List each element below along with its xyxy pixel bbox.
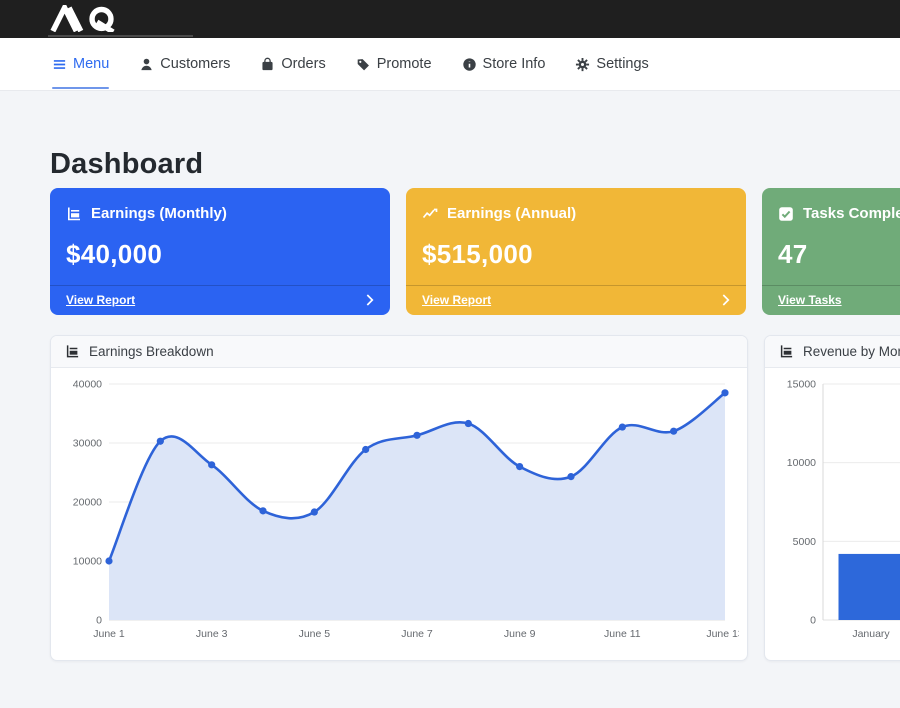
nav-item-customers[interactable]: Customers <box>139 38 230 90</box>
svg-text:June 9: June 9 <box>504 628 536 640</box>
bar-chart-svg: 0 5000 10000 15000 January <box>787 379 900 640</box>
view-tasks-link[interactable]: View Tasks <box>778 293 842 307</box>
svg-text:15000: 15000 <box>787 379 816 391</box>
nav-item-label: Menu <box>73 56 110 72</box>
main-nav: Menu Customers Orders Promote Store Info <box>0 38 900 91</box>
gear-icon <box>576 57 590 71</box>
bag-icon <box>262 57 273 70</box>
card-value: $40,000 <box>66 239 163 269</box>
topbar-divider <box>48 35 193 37</box>
line-chart-svg: 0 10000 20000 30000 40000 June 1 June 3 June 5 J… <box>73 379 739 641</box>
nav-item-label: Customers <box>160 56 231 72</box>
svg-text:20000: 20000 <box>73 497 102 509</box>
card-title: Earnings (Monthly) <box>91 205 227 222</box>
card-title: Earnings (Annual) <box>447 205 577 222</box>
check-square-icon <box>779 206 793 221</box>
stat-cards-row: Earnings (Monthly) $40,000 View Report E <box>50 188 900 315</box>
svg-text:June 11: June 11 <box>604 628 641 640</box>
nav-item-store-info[interactable]: Store Info <box>462 38 546 90</box>
nav-item-label: Promote <box>376 56 432 72</box>
chevron-right-icon <box>366 294 374 306</box>
charts-row: Earnings Breakdown 0 10000 20000 30000 40000… <box>50 335 900 661</box>
earnings-breakdown-card: Earnings Breakdown 0 10000 20000 30000 40000… <box>50 335 748 661</box>
svg-text:June 7: June 7 <box>401 628 433 640</box>
chevron-right-icon <box>722 294 730 306</box>
nav-item-menu[interactable]: Menu <box>52 38 110 90</box>
person-icon <box>141 58 152 70</box>
svg-text:June 1: June 1 <box>93 628 125 640</box>
svg-text:10000: 10000 <box>787 457 816 469</box>
app-logo-icon <box>50 5 115 32</box>
main-content: Dashboard Earnings (Monthly) $40,000 Vie… <box>0 148 900 661</box>
svg-text:30000: 30000 <box>73 438 102 450</box>
nav-item-label: Settings <box>596 56 649 72</box>
chart-title: Earnings Breakdown <box>89 344 214 359</box>
svg-text:June 13: June 13 <box>706 628 739 640</box>
hamburger-icon <box>53 59 66 69</box>
svg-text:0: 0 <box>96 615 102 627</box>
view-report-link[interactable]: View Report <box>422 293 492 307</box>
tasks-completed-card[interactable]: Tasks Completed 47 View Tasks <box>762 188 900 315</box>
nav-item-settings[interactable]: Settings <box>575 38 649 90</box>
bar-chart-icon <box>66 345 79 358</box>
svg-text:10000: 10000 <box>73 556 102 568</box>
svg-text:June 5: June 5 <box>299 628 331 640</box>
bar-chart-icon <box>780 345 793 358</box>
page-title: Dashboard <box>50 148 204 180</box>
app-logo[interactable] <box>48 5 128 32</box>
view-report-link[interactable]: View Report <box>66 293 136 307</box>
earnings-annual-card[interactable]: Earnings (Annual) $515,000 View Report <box>406 188 746 315</box>
svg-text:40000: 40000 <box>73 379 102 391</box>
svg-text:0: 0 <box>810 615 816 627</box>
card-value: $515,000 <box>422 239 533 269</box>
svg-text:5000: 5000 <box>793 536 817 548</box>
card-title: Tasks Completed <box>803 205 900 222</box>
nav-item-label: Store Info <box>482 56 546 72</box>
nav-item-label: Orders <box>281 56 326 72</box>
tag-icon <box>357 58 369 70</box>
svg-text:January: January <box>852 628 890 640</box>
svg-text:June 3: June 3 <box>196 628 228 640</box>
nav-item-promote[interactable]: Promote <box>356 38 432 90</box>
nav-item-orders[interactable]: Orders <box>260 38 326 90</box>
card-value: 47 <box>778 239 808 269</box>
revenue-by-month-card: Revenue by Month 0 5000 10000 15000 January <box>764 335 900 661</box>
bar-chart-icon <box>68 207 80 220</box>
topbar <box>0 0 900 38</box>
line-chart-icon <box>422 208 438 218</box>
earnings-monthly-card[interactable]: Earnings (Monthly) $40,000 View Report <box>50 188 390 315</box>
info-icon <box>462 57 476 71</box>
chart-title: Revenue by Month <box>803 344 900 359</box>
